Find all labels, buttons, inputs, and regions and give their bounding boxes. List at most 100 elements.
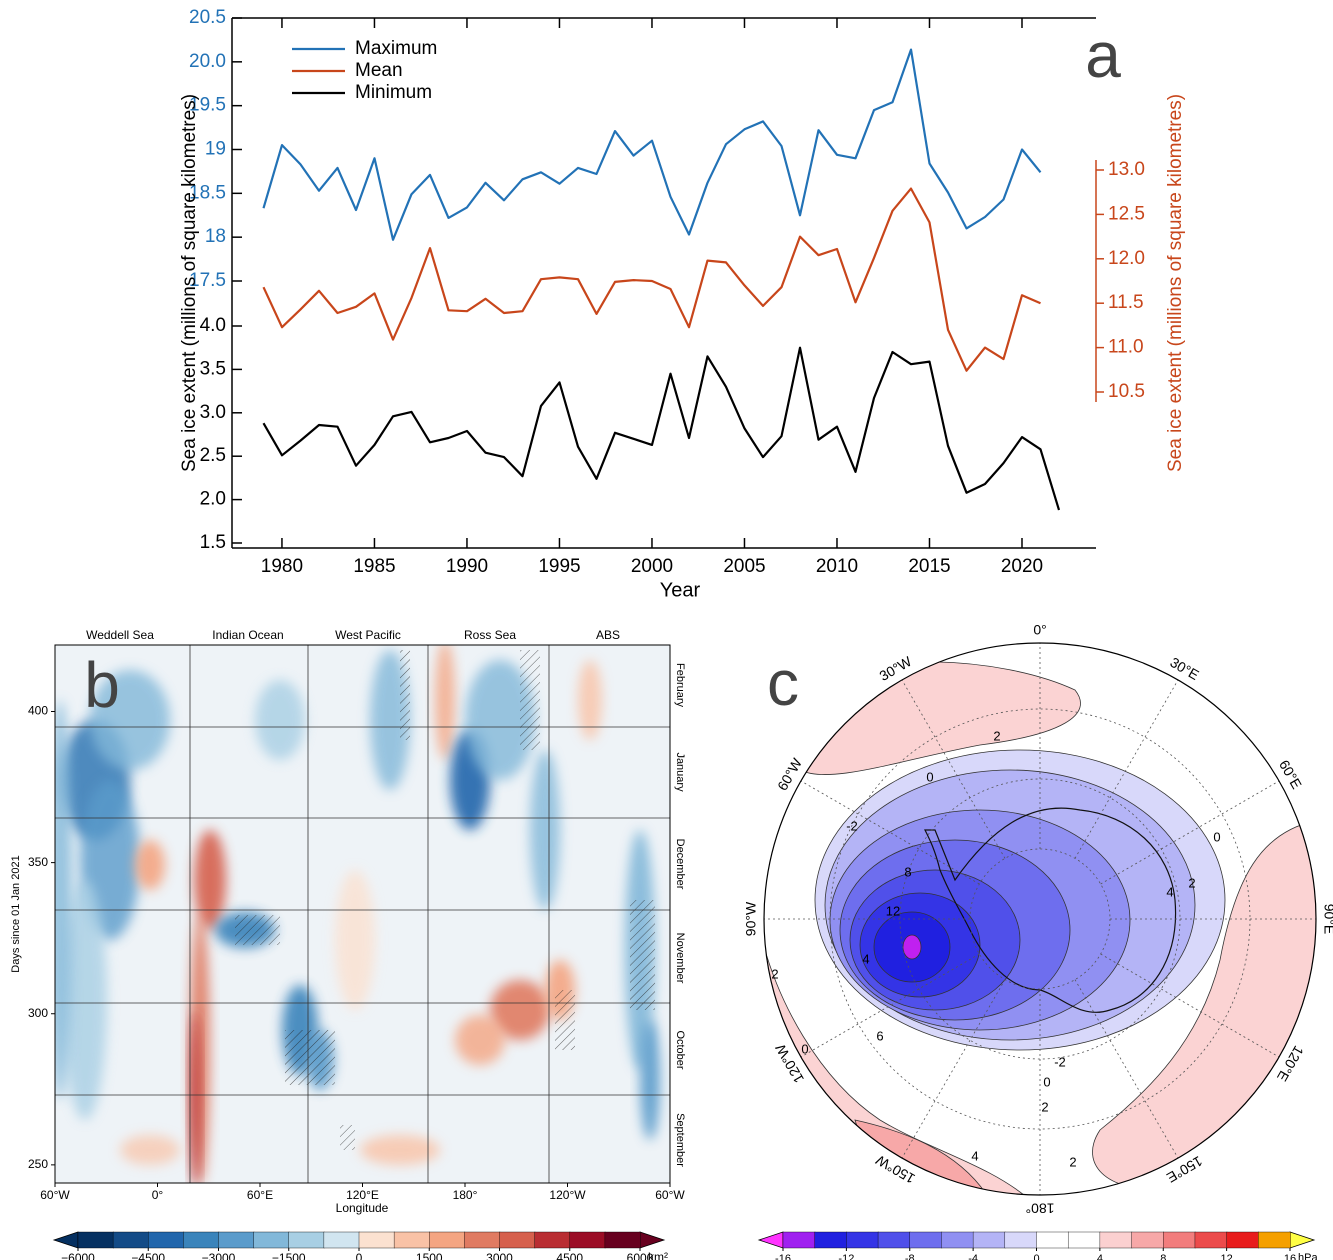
- colorbar-cell: [288, 1231, 325, 1249]
- colorbar-tick-label: 16: [1284, 1253, 1296, 1260]
- colorbar-tick-label: 4: [1097, 1253, 1103, 1260]
- x-tick-label: 1995: [538, 556, 580, 577]
- significance-hatch: [520, 650, 540, 750]
- anomaly-blob: [255, 680, 305, 760]
- meridian: [1074, 679, 1179, 859]
- anomaly-blob: [135, 840, 165, 890]
- contour-label: 8: [904, 864, 911, 879]
- colorbar-cell: [1131, 1231, 1164, 1249]
- meridian: [800, 953, 980, 1058]
- anomaly-blob: [360, 1135, 440, 1165]
- month-label: November: [674, 933, 686, 984]
- colorbar-cell: [77, 1231, 114, 1249]
- colorbar-tick-label: -4: [968, 1253, 978, 1260]
- colorbar-cell: [604, 1231, 641, 1249]
- longitude-label: 180°: [1026, 1200, 1055, 1216]
- y2-tick-label: 10.5: [1108, 381, 1145, 402]
- anomaly-blob: [55, 700, 72, 1100]
- pressure-core: [902, 934, 922, 960]
- anomaly-blob: [530, 750, 560, 910]
- y-tick-label: 19: [205, 139, 226, 160]
- colorbar-cell: [814, 1231, 848, 1249]
- y-tick-label: 3.0: [200, 402, 226, 423]
- colorbar-cell: [253, 1231, 290, 1249]
- meridian: [800, 780, 980, 885]
- colorbar-cell: [846, 1231, 879, 1249]
- anomaly-blob: [465, 660, 535, 780]
- contour-label: -2: [1054, 1054, 1066, 1069]
- panel-c: 0°30°E60°E90°E120°E150°E180°150°W120°W90…: [743, 622, 1333, 1260]
- x-tick-label: 2015: [908, 556, 950, 577]
- y2-tick-label: 11.0: [1108, 337, 1144, 358]
- panel-label: b: [84, 649, 120, 721]
- contour-label: 4: [971, 1148, 978, 1163]
- legend-label: Maximum: [355, 38, 437, 59]
- region-label: Weddell Sea: [86, 628, 154, 642]
- contour-label: 0: [926, 769, 933, 784]
- anomaly-blob: [455, 1015, 505, 1065]
- colorbar-tick-label: 8: [1160, 1253, 1166, 1260]
- colorbar-cell: [1194, 1231, 1228, 1249]
- contour-label: 2: [771, 966, 778, 981]
- anomaly-blob: [578, 660, 602, 740]
- x-tick-label: 1990: [446, 556, 488, 577]
- contour-label: 0: [1213, 829, 1220, 844]
- colorbar-cell: [941, 1231, 974, 1249]
- colorbar-unit: hPa: [1298, 1252, 1318, 1260]
- significance-hatch: [285, 1030, 335, 1085]
- region-label: Ross Sea: [464, 628, 516, 642]
- colorbar-tick-label: 0: [356, 1251, 363, 1260]
- colorbar-tick-label: −4500: [131, 1251, 165, 1260]
- coastline: [924, 807, 1177, 1013]
- map-border: [763, 642, 1317, 1196]
- y-tick-label: 2.0: [200, 489, 226, 510]
- meridian: [1100, 953, 1280, 1058]
- region-label: West Pacific: [335, 628, 401, 642]
- y2-tick-label: 12.0: [1108, 248, 1145, 269]
- colorbar-tick-label: 6000: [627, 1251, 654, 1260]
- colorbar-tick-label: 12: [1221, 1253, 1233, 1260]
- colorbar-cell: [323, 1231, 360, 1249]
- x-tick-label: 2020: [1001, 556, 1043, 577]
- colorbar-arrow: [52, 1231, 79, 1249]
- colorbar-arrow: [1289, 1231, 1316, 1249]
- x-tick-label: 60°W: [655, 1188, 685, 1202]
- y-tick-label: 3.5: [200, 358, 226, 379]
- contour-label: 2: [1069, 1154, 1076, 1169]
- colorbar-cell: [148, 1231, 185, 1249]
- colorbar-cell: [1099, 1231, 1133, 1249]
- anomaly-blob: [490, 980, 550, 1040]
- colorbar-cell: [534, 1231, 571, 1249]
- anomaly-blob: [63, 880, 107, 1120]
- colorbar-cell: [393, 1231, 430, 1249]
- anomaly-blob: [190, 1010, 200, 1183]
- y-tick-label: 17.5: [189, 270, 226, 291]
- meridian: [901, 679, 1006, 859]
- contour-label: 2: [993, 728, 1000, 743]
- y-tick-label: 4.0: [200, 315, 226, 336]
- x-tick-label: 1985: [353, 556, 395, 577]
- contour-label: -2: [846, 818, 858, 833]
- x-tick-label: 2000: [631, 556, 673, 577]
- colorbar-tick-label: 0: [1033, 1253, 1039, 1260]
- colorbar-cell: [569, 1231, 606, 1249]
- y-tick-label: 18.5: [189, 182, 226, 203]
- y2-tick-label: 12.5: [1108, 203, 1145, 224]
- colorbar-arrow: [757, 1231, 784, 1249]
- colorbar-cell: [183, 1231, 220, 1249]
- y2-tick-label: 11.5: [1108, 292, 1144, 313]
- colorbar-tick-label: 4500: [556, 1251, 583, 1260]
- x-tick-label: 120°E: [346, 1188, 379, 1202]
- colorbar-cell: [1067, 1231, 1101, 1249]
- y-tick-label: 18: [205, 226, 226, 247]
- month-label: September: [674, 1113, 686, 1167]
- panel-label: c: [767, 647, 799, 719]
- colorbar-arrow: [639, 1231, 666, 1249]
- significance-hatch: [630, 900, 655, 1010]
- series-line: [262, 187, 1041, 372]
- significance-hatch: [555, 990, 575, 1050]
- colorbar-cell: [499, 1231, 536, 1249]
- contour-label: 4: [862, 951, 869, 966]
- anomaly-blob: [120, 1135, 180, 1165]
- contour-label: 2: [1188, 875, 1195, 890]
